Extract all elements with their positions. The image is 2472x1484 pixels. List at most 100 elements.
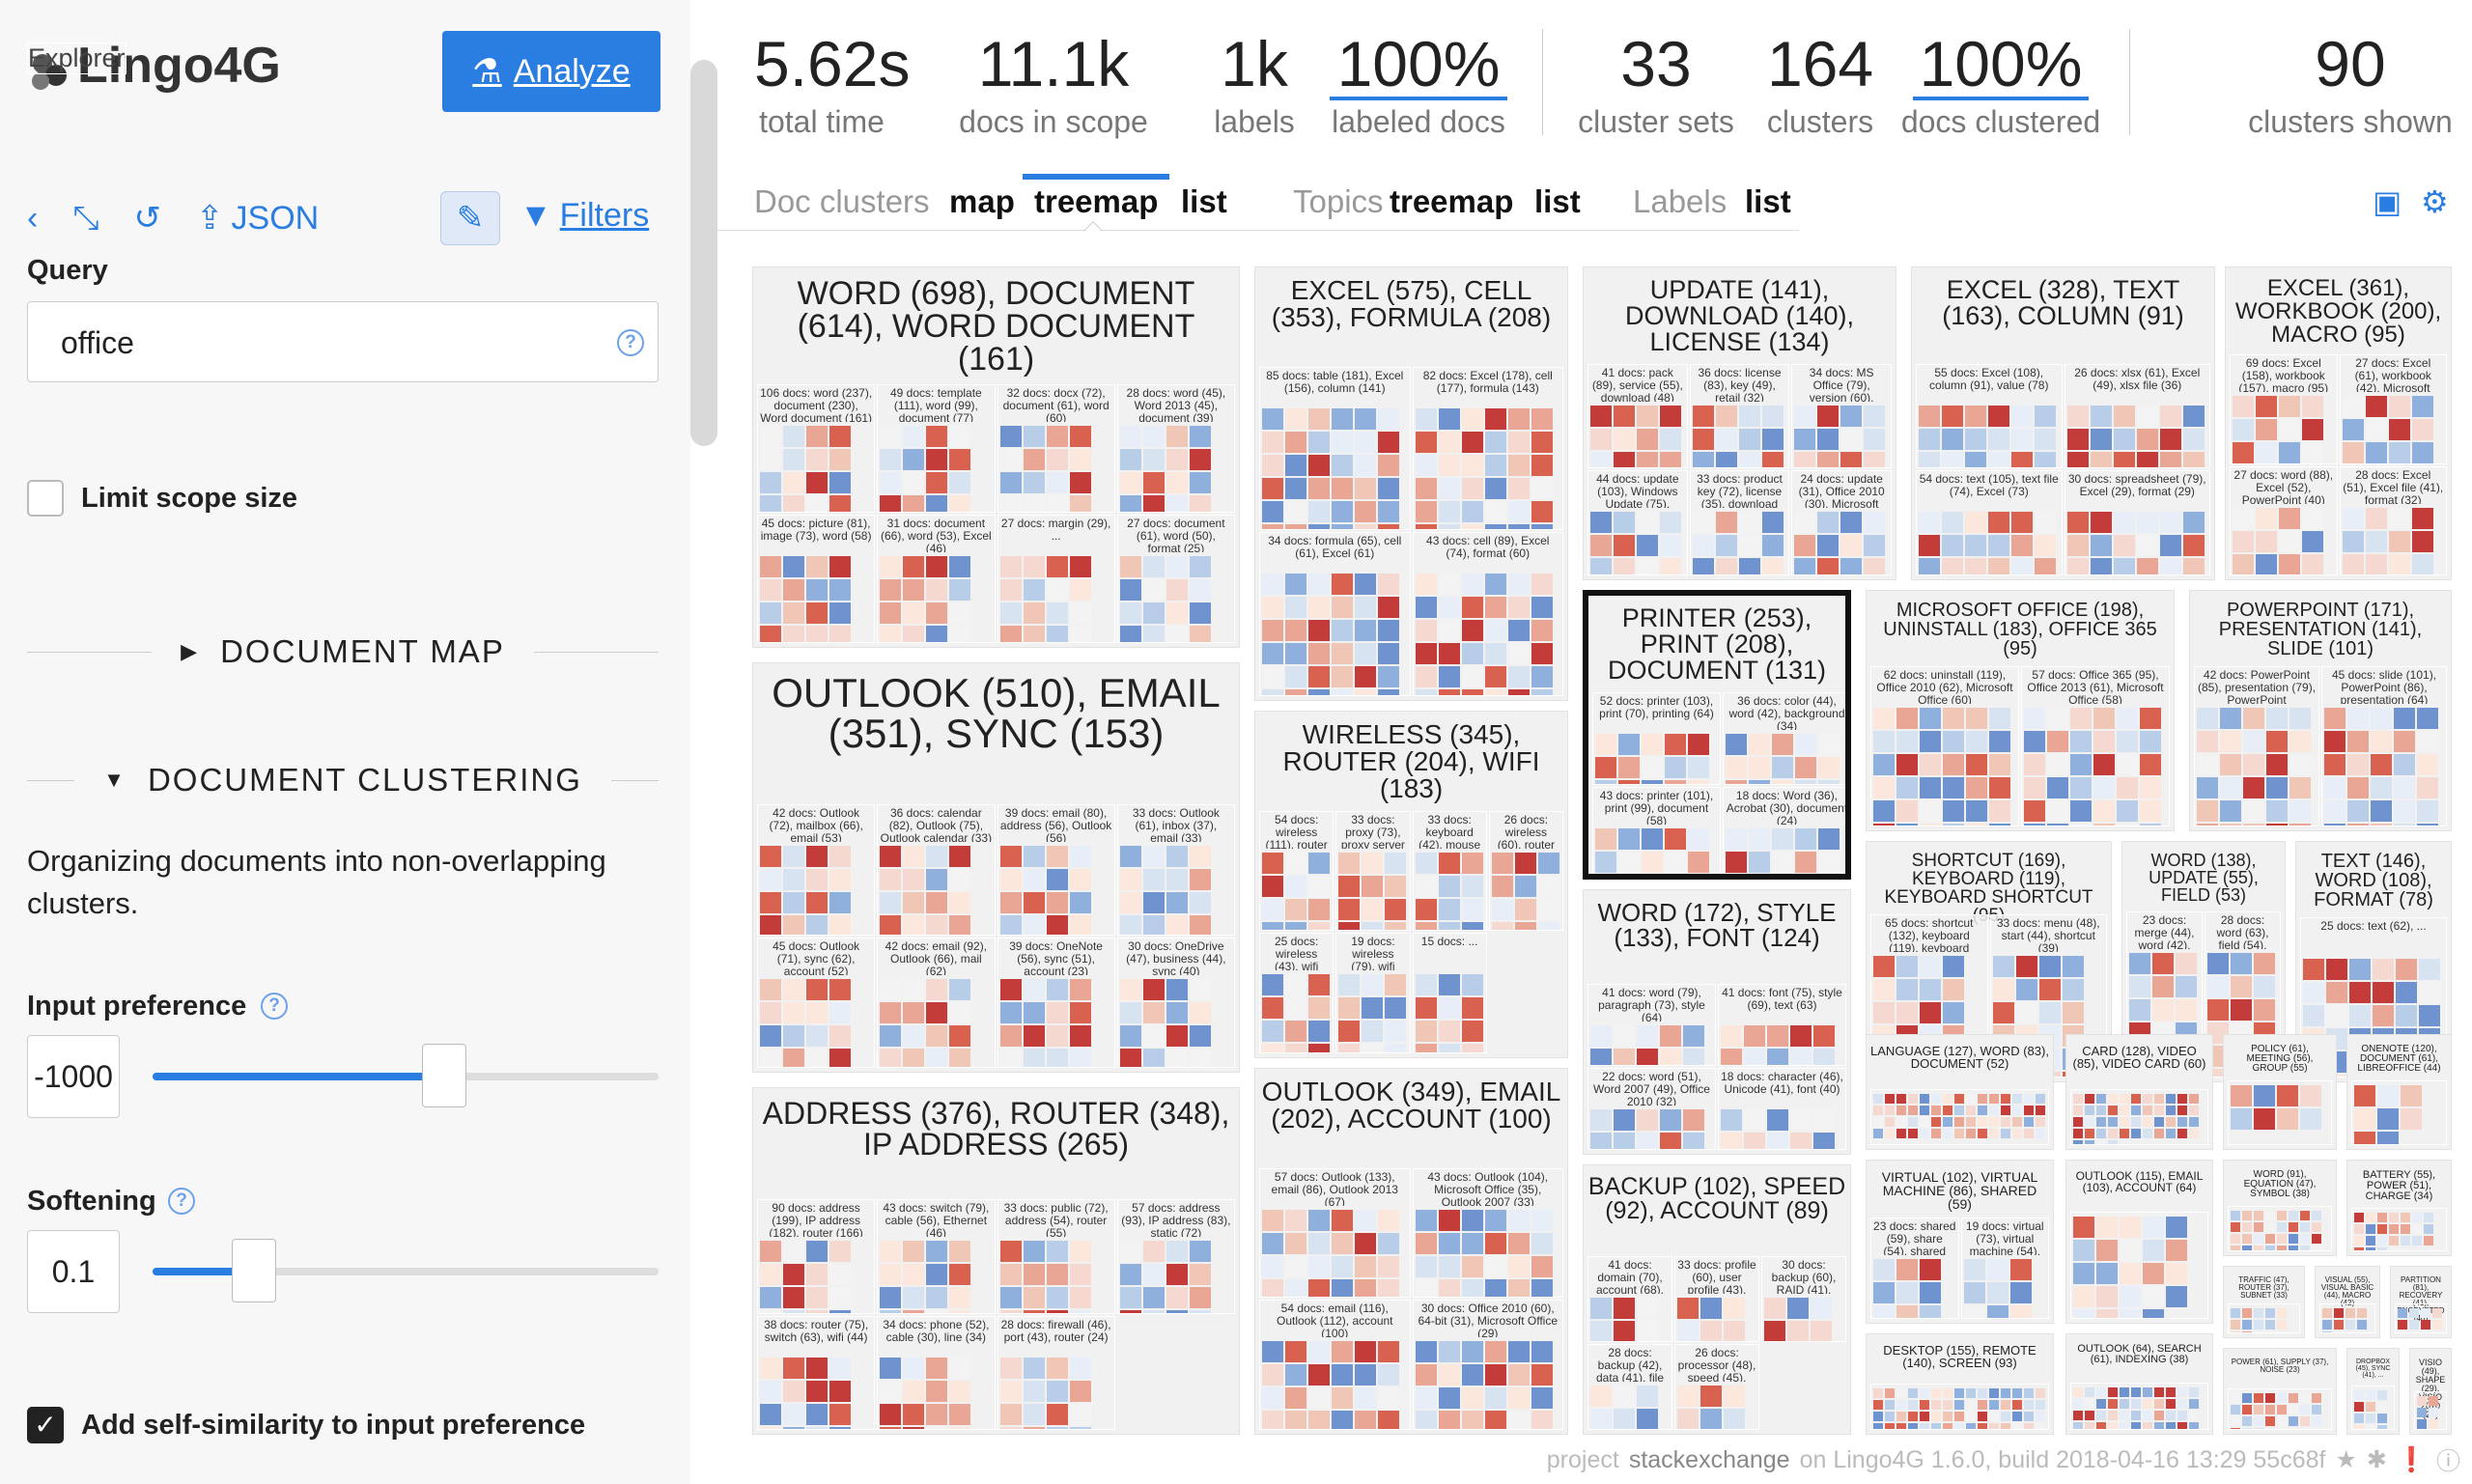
document-square[interactable] — [760, 449, 781, 471]
document-square[interactable] — [1189, 1048, 1211, 1067]
document-square[interactable] — [1590, 405, 1612, 427]
document-square[interactable] — [2159, 512, 2181, 534]
document-square[interactable] — [2342, 396, 2364, 418]
document-square[interactable] — [926, 846, 948, 868]
document-square[interactable] — [2143, 1263, 2164, 1285]
sub-cluster[interactable] — [2228, 1206, 2332, 1251]
document-square[interactable] — [2166, 1411, 2176, 1421]
sub-cluster[interactable]: 82 docs: Excel (178), cell (177), formul… — [1412, 366, 1563, 531]
document-square[interactable] — [1688, 827, 1709, 850]
document-square[interactable] — [1415, 620, 1437, 642]
document-square[interactable] — [1285, 898, 1306, 920]
document-square[interactable] — [1023, 1310, 1045, 1313]
document-square[interactable] — [1385, 875, 1407, 897]
document-square[interactable] — [1415, 1255, 1437, 1277]
document-square[interactable] — [2409, 1319, 2419, 1330]
document-square[interactable] — [1285, 407, 1306, 430]
document-square[interactable] — [1764, 1297, 1785, 1319]
document-square[interactable] — [1614, 428, 1635, 450]
document-square[interactable] — [2373, 959, 2394, 980]
document-square[interactable] — [2412, 1236, 2422, 1246]
document-square[interactable] — [1332, 1278, 1353, 1298]
document-square[interactable] — [1988, 451, 2009, 468]
document-square[interactable] — [2117, 777, 2138, 798]
document-square[interactable] — [1637, 1385, 1658, 1407]
document-square[interactable] — [880, 869, 902, 891]
document-square[interactable] — [2096, 1399, 2106, 1410]
document-square[interactable] — [1978, 1388, 1987, 1399]
document-square[interactable] — [1415, 454, 1437, 476]
document-square[interactable] — [2096, 1094, 2106, 1105]
document-square[interactable] — [2300, 1222, 2310, 1232]
document-square[interactable] — [2242, 1211, 2252, 1220]
document-square[interactable] — [1864, 512, 1886, 534]
document-square[interactable] — [1461, 898, 1483, 920]
document-square[interactable] — [2371, 800, 2392, 822]
document-square[interactable] — [1285, 689, 1306, 695]
document-square[interactable] — [760, 472, 781, 494]
document-square[interactable] — [1637, 405, 1658, 427]
document-square[interactable] — [2243, 800, 2264, 822]
document-square[interactable] — [2254, 1404, 2263, 1414]
document-square[interactable] — [2242, 1404, 2252, 1414]
document-square[interactable] — [2113, 451, 2135, 468]
sub-cluster[interactable]: 106 docs: word (237), document (230), Wo… — [757, 384, 876, 514]
document-square[interactable] — [2073, 1129, 2083, 1139]
document-square[interactable] — [2265, 1307, 2275, 1318]
document-square[interactable] — [1811, 1320, 1832, 1341]
document-square[interactable] — [1660, 428, 1681, 450]
document-square[interactable] — [2035, 535, 2056, 557]
document-square[interactable] — [1415, 574, 1437, 596]
document-square[interactable] — [1531, 1364, 1553, 1386]
document-square[interactable] — [1308, 523, 1330, 530]
cluster-cell[interactable]: OUTLOOK (510), EMAIL (351), SYNC (153) 42… — [752, 662, 1240, 1073]
document-square[interactable] — [1484, 1364, 1506, 1386]
document-square[interactable] — [806, 978, 828, 1000]
document-square[interactable] — [2085, 1094, 2094, 1105]
document-square[interactable] — [1908, 1388, 1918, 1399]
sub-cluster[interactable]: 57 docs: Outlook (133), email (86), Outl… — [1259, 1167, 1411, 1299]
document-square[interactable] — [2140, 777, 2161, 798]
document-square[interactable] — [1954, 1106, 1964, 1116]
document-square[interactable] — [2073, 1240, 2094, 1262]
document-square[interactable] — [1285, 643, 1306, 665]
document-square[interactable] — [2231, 975, 2252, 997]
document-square[interactable] — [2011, 535, 2033, 557]
document-square[interactable] — [1438, 1255, 1460, 1277]
document-square[interactable] — [2334, 1319, 2344, 1330]
document-square[interactable] — [1507, 431, 1530, 453]
document-square[interactable] — [1966, 1388, 1976, 1399]
document-square[interactable] — [1046, 892, 1068, 914]
sub-cluster[interactable]: 22 docs: word (51), Word 2007 (49), Offi… — [1587, 1067, 1716, 1150]
document-square[interactable] — [1531, 431, 1553, 453]
document-square[interactable] — [1069, 579, 1091, 602]
document-square[interactable] — [1642, 779, 1663, 784]
document-square[interactable] — [2189, 1387, 2199, 1398]
document-square[interactable] — [2417, 1418, 2427, 1429]
document-square[interactable] — [1189, 1001, 1211, 1023]
document-square[interactable] — [2366, 1424, 2375, 1429]
document-square[interactable] — [1069, 1048, 1091, 1067]
document-square[interactable] — [1677, 1297, 1699, 1319]
document-square[interactable] — [1308, 1209, 1330, 1231]
document-square[interactable] — [2220, 800, 2241, 822]
document-square[interactable] — [2131, 1094, 2141, 1105]
document-square[interactable] — [1378, 574, 1399, 596]
document-square[interactable] — [2073, 1309, 2094, 1318]
document-square[interactable] — [806, 1048, 828, 1067]
document-square[interactable] — [1023, 556, 1045, 578]
document-square[interactable] — [1166, 915, 1188, 935]
document-square[interactable] — [999, 556, 1022, 578]
document-square[interactable] — [1438, 974, 1460, 996]
document-square[interactable] — [1966, 1117, 1976, 1128]
document-square[interactable] — [2085, 1117, 2094, 1128]
document-square[interactable] — [1119, 449, 1141, 471]
document-square[interactable] — [1614, 558, 1635, 574]
document-square[interactable] — [1461, 1364, 1483, 1386]
document-square[interactable] — [1142, 915, 1165, 935]
document-square[interactable] — [2373, 982, 2394, 1003]
document-square[interactable] — [829, 892, 851, 914]
document-square[interactable] — [2189, 1094, 2199, 1105]
document-square[interactable] — [1069, 1241, 1091, 1263]
document-square[interactable] — [2035, 451, 2056, 468]
